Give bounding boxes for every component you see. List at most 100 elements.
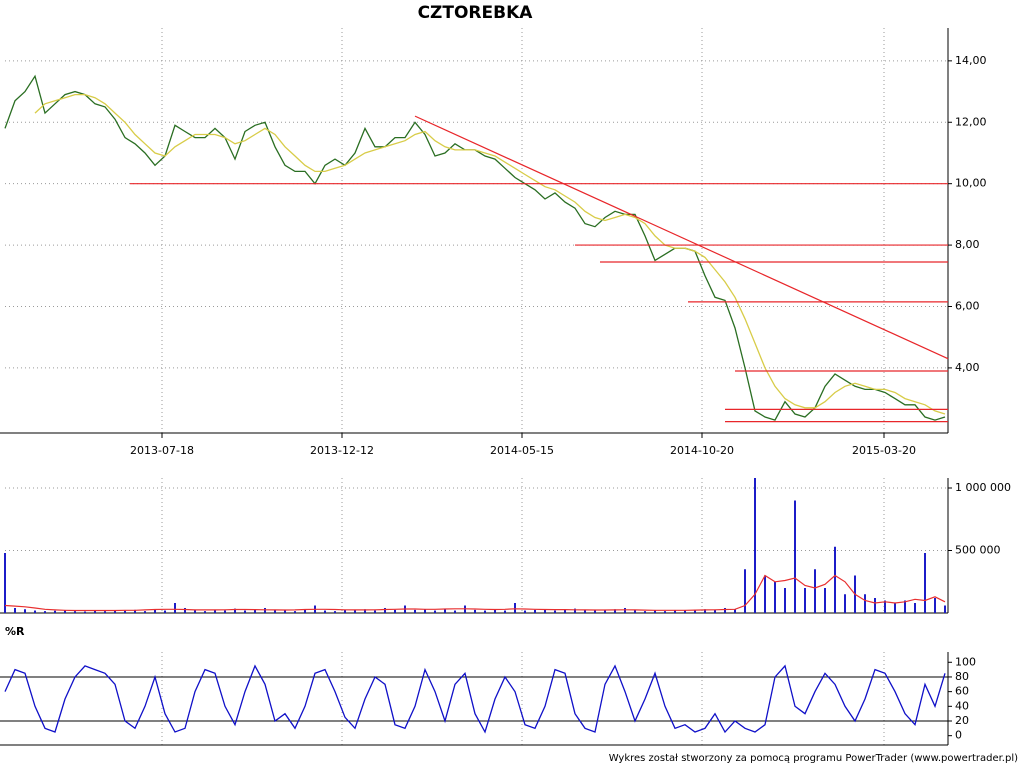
volume-bar [764,575,766,613]
volume-bar [374,610,376,613]
volume-bar [154,609,156,613]
volume-bar [614,609,616,613]
volume-bar [644,611,646,613]
x-tick-label: 2014-05-15 [490,444,554,457]
volume-bar [524,610,526,613]
volume-bar [194,610,196,613]
volume-bar [714,609,716,613]
x-tick-label: 2015-03-20 [852,444,916,457]
volume-bar [344,609,346,613]
volume-bar [664,611,666,613]
volume-bar [354,610,356,613]
chart-title: CZTOREBKA [418,3,534,23]
panel-title: %R [5,625,25,638]
volume-bar [164,610,166,613]
volume-bar [684,610,686,613]
volume-bar [844,594,846,613]
volume-bar [544,609,546,613]
volume-bar [774,581,776,613]
volume-bar [554,610,556,613]
series-line [34,93,946,415]
volume-bar [894,603,896,613]
volume-bar [294,611,296,613]
volume-average [4,574,946,612]
volume-bar [434,610,436,613]
volume-bar [934,598,936,613]
volume-bar [284,610,286,613]
x-tick-label: 2013-12-12 [310,444,374,457]
volume-bar [804,588,806,613]
volume-bar [744,569,746,613]
y-tick-label: 12,00 [955,115,987,128]
volume-bar [944,605,946,613]
volume-bar [234,608,236,613]
volume-bar [914,603,916,613]
y-tick-label: 60 [955,685,969,698]
volume-bar [174,603,176,613]
volume-bar [214,609,216,613]
volume-bar [874,598,876,613]
volume-bar [24,609,26,613]
y-tick-label: 40 [955,699,969,712]
volume-bar [384,608,386,613]
trend-line [414,115,949,360]
volume-bar [814,569,816,613]
volume-bar [94,610,96,613]
volume-bar [4,553,6,613]
volume-bar [784,588,786,613]
volume-bar [604,610,606,613]
volume-bar [304,609,306,613]
y-tick-label: 8,00 [955,238,980,251]
volume-bar [494,609,496,613]
volume-bar [264,608,266,613]
volume-bar [44,611,46,613]
volume-bar [504,610,506,613]
volume-bar [534,609,536,613]
volume-bar [594,609,596,613]
y-tick-label: 80 [955,670,969,683]
volume-bar [134,609,136,613]
volume-bar [824,588,826,613]
volume-bar [674,610,676,613]
volume-bar [794,500,796,613]
volume-bar [334,611,336,613]
series-line [4,664,946,734]
volume-bar [924,553,926,613]
y-tick-label: 6,00 [955,299,980,312]
y-tick-label: 500 000 [955,544,1001,557]
volume-bar [204,611,206,613]
footer: Wykres został stworzony za pomocą progra… [609,753,1018,764]
volume-bar [224,610,226,613]
volume-bar [574,608,576,613]
y-tick-label: 10,00 [955,177,987,190]
volume-bar [14,608,16,613]
series-line [4,74,946,421]
y-tick-label: 14,00 [955,54,987,67]
volume-bar [724,608,726,613]
volume-bar [484,610,486,613]
volume-bar [84,611,86,613]
x-tick-label: 2014-10-20 [670,444,734,457]
y-tick-label: 20 [955,714,969,727]
y-tick-label: 1 000 000 [955,481,1011,494]
volume-bar [34,610,36,613]
volume-bar [144,611,146,613]
volume-bar [514,603,516,613]
volume-bar [324,610,326,613]
volume-bar [704,609,706,613]
volume-bar [274,609,276,613]
volume-bar [694,609,696,613]
volume-bar [244,610,246,613]
volume-bar [254,609,256,613]
volume-bar [634,610,636,613]
volume-bar [454,610,456,613]
volume-bar [64,610,66,613]
volume-bar [584,610,586,613]
volume-bar [884,600,886,613]
volume-bar [124,610,126,613]
volume-bar [564,609,566,613]
y-tick-label: 4,00 [955,361,980,374]
volume-bar [754,478,756,613]
x-tick-label: 2013-07-18 [130,444,194,457]
